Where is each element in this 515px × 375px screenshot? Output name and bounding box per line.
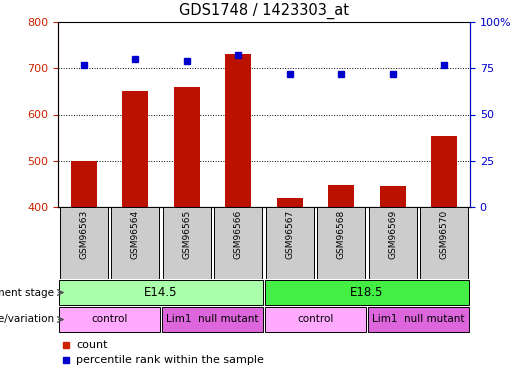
- Text: control: control: [297, 315, 334, 324]
- Bar: [59, 280, 264, 305]
- Text: E14.5: E14.5: [144, 286, 178, 299]
- Bar: [265, 307, 367, 332]
- Bar: [277, 198, 303, 207]
- Text: development stage: development stage: [0, 288, 54, 297]
- Text: GSM96563: GSM96563: [79, 210, 88, 259]
- Text: control: control: [91, 315, 128, 324]
- Bar: [163, 207, 211, 279]
- Text: Lim1  null mutant: Lim1 null mutant: [372, 315, 465, 324]
- Text: GSM96564: GSM96564: [131, 210, 140, 259]
- Title: GDS1748 / 1423303_at: GDS1748 / 1423303_at: [179, 3, 349, 19]
- Text: GSM96566: GSM96566: [234, 210, 243, 259]
- Text: Lim1  null mutant: Lim1 null mutant: [166, 315, 259, 324]
- Bar: [368, 307, 470, 332]
- Bar: [266, 207, 314, 279]
- Bar: [432, 136, 457, 207]
- Text: E18.5: E18.5: [350, 286, 384, 299]
- Text: GSM96568: GSM96568: [337, 210, 346, 259]
- Bar: [380, 186, 406, 207]
- Bar: [111, 207, 160, 279]
- Bar: [329, 185, 354, 207]
- Bar: [317, 207, 366, 279]
- Bar: [123, 91, 148, 207]
- Text: genotype/variation: genotype/variation: [0, 315, 54, 324]
- Bar: [420, 207, 469, 279]
- Text: percentile rank within the sample: percentile rank within the sample: [76, 356, 264, 365]
- Bar: [226, 54, 251, 207]
- Bar: [59, 307, 161, 332]
- Text: GSM96567: GSM96567: [285, 210, 294, 259]
- Text: GSM96565: GSM96565: [182, 210, 191, 259]
- Bar: [60, 207, 108, 279]
- Text: count: count: [76, 340, 108, 350]
- Text: GSM96570: GSM96570: [440, 210, 449, 259]
- Bar: [174, 87, 200, 207]
- Bar: [369, 207, 417, 279]
- Bar: [162, 307, 264, 332]
- Text: GSM96569: GSM96569: [388, 210, 397, 259]
- Bar: [265, 280, 470, 305]
- Bar: [214, 207, 263, 279]
- Bar: [71, 161, 97, 207]
